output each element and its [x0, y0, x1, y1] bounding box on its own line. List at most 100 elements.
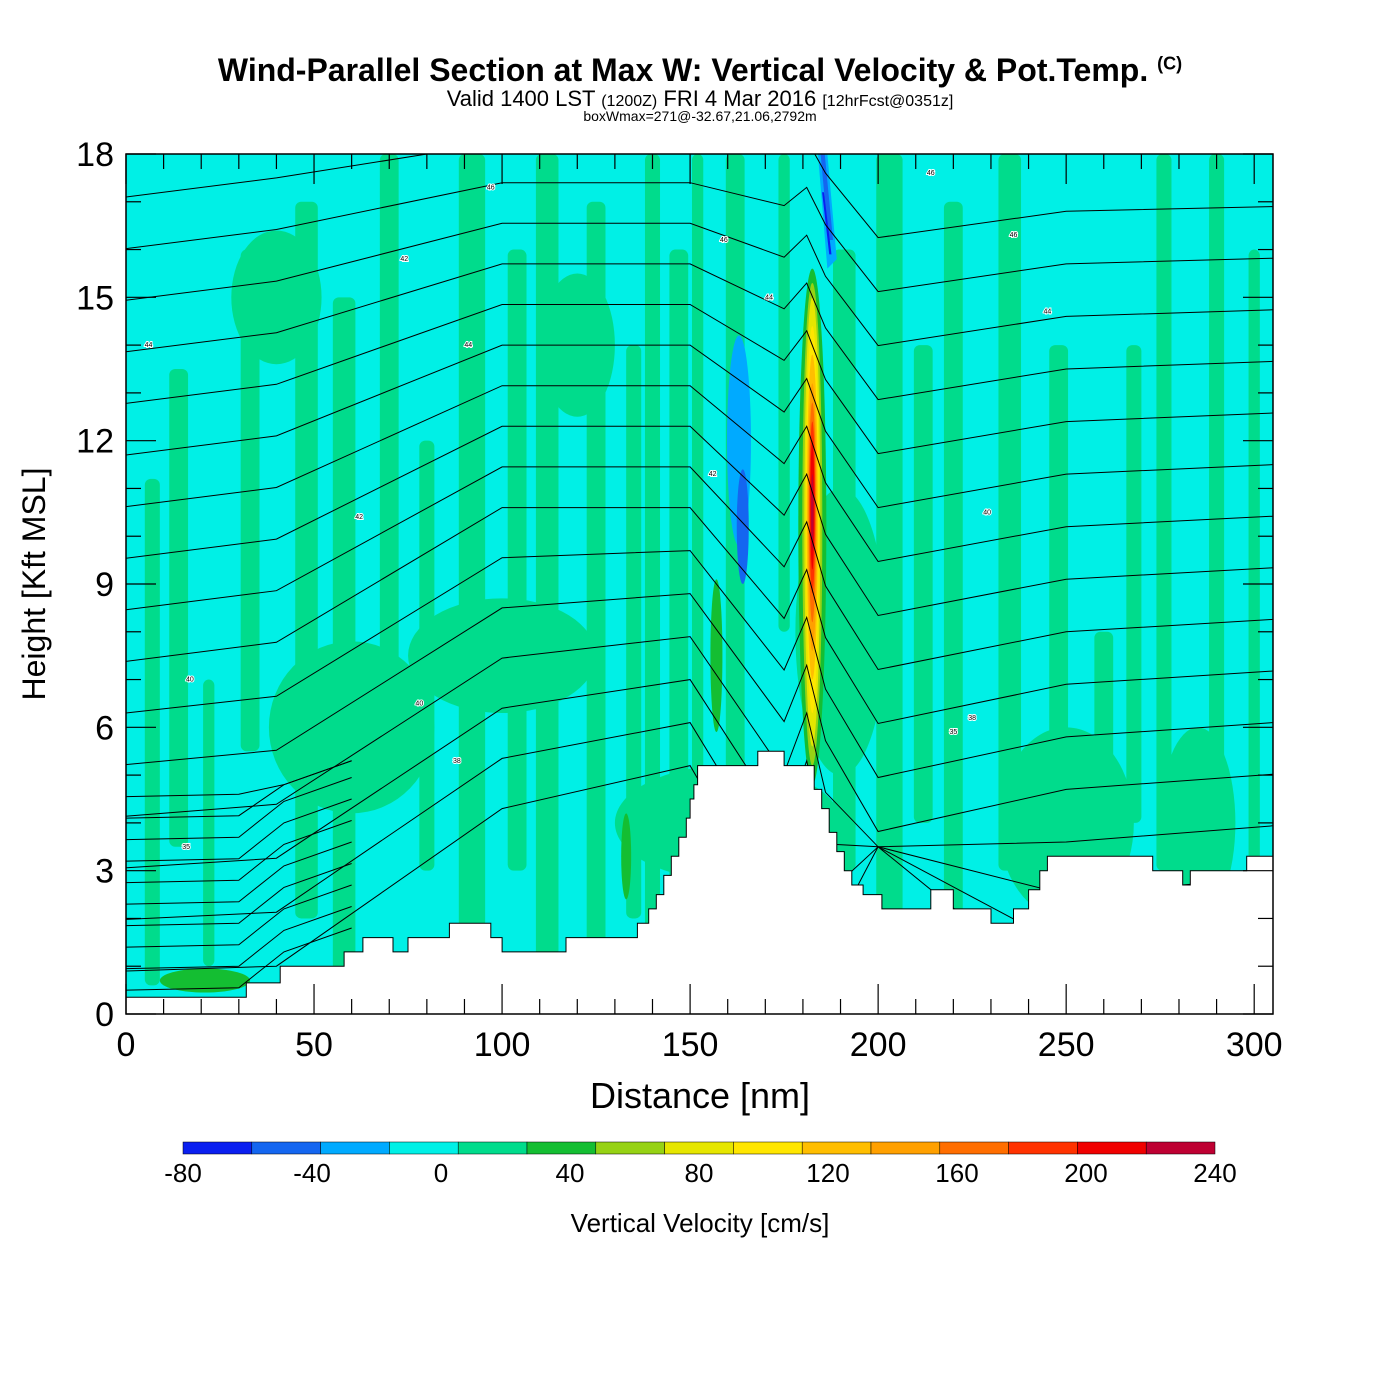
- green-region: [408, 598, 597, 714]
- x-tick-label: 100: [474, 1026, 531, 1064]
- contour-label: 46: [720, 237, 728, 244]
- green-streak: [1248, 249, 1260, 871]
- green-streak: [1156, 154, 1172, 871]
- contour-label: 38: [453, 758, 461, 765]
- theta-contour: [126, 425, 1273, 617]
- green-streak: [379, 154, 399, 776]
- contour-label: 46: [487, 184, 495, 191]
- theta-contour: [126, 507, 1273, 725]
- colorbar-tick-label: 0: [434, 1158, 448, 1188]
- green-streak: [203, 679, 215, 967]
- green-streak: [240, 249, 260, 752]
- contour-label: 42: [400, 256, 408, 263]
- green-streak: [943, 201, 963, 967]
- theta-contour: [126, 263, 1273, 401]
- y-tick-label: 6: [95, 709, 114, 747]
- updraft-region: [621, 813, 632, 900]
- theta-contour: [126, 550, 1273, 779]
- contour-label: 44: [1043, 309, 1051, 316]
- theta-contour: [126, 863, 352, 927]
- x-axis-label: Distance [nm]: [590, 1075, 810, 1116]
- theta-contour: [126, 385, 1273, 563]
- green-region: [268, 641, 435, 814]
- y-tick-label: 0: [95, 996, 114, 1034]
- colorbar-tick-label: 200: [1064, 1158, 1107, 1188]
- contour-label: 35: [949, 729, 957, 736]
- colorbar-tick-label: -40: [293, 1158, 331, 1188]
- theta-contour: [126, 820, 352, 884]
- x-tick-label: 200: [850, 1026, 907, 1064]
- green-streak: [644, 154, 661, 967]
- valid-date: FRI 4 Mar 2016: [663, 86, 817, 111]
- colorbar-swatch: [320, 1141, 390, 1155]
- colorbar-swatch: [733, 1141, 803, 1155]
- downdraft-region: [820, 154, 834, 240]
- terrain-fill: [125, 750, 1274, 1015]
- green-streak: [876, 154, 903, 1014]
- theta-contour: [126, 344, 1273, 509]
- contour-label: 46: [927, 170, 935, 177]
- x-tick-label: 50: [295, 1026, 333, 1064]
- theta-contour: [126, 884, 352, 948]
- contour-label: 40: [983, 509, 991, 516]
- x-tick-label: 150: [662, 1026, 719, 1064]
- contour-label: 40: [415, 700, 423, 707]
- title-main: Wind-Parallel Section at Max W: Vertical…: [217, 52, 1149, 88]
- y-axis-label: Height [Kft MSL]: [16, 468, 52, 701]
- y-tick-label: 9: [95, 566, 114, 604]
- y-tick-label: 12: [76, 423, 114, 461]
- contour-label: 44: [145, 342, 153, 349]
- forecast-info: [12hrFcst@0351z]: [822, 93, 954, 110]
- colorbar-swatch: [939, 1141, 1009, 1155]
- colorbar-swatch: [526, 1141, 597, 1155]
- colorbar-swatch: [1145, 1141, 1216, 1155]
- theta-contour: [126, 182, 1273, 293]
- x-tick-label: 300: [1226, 1026, 1283, 1064]
- downdraft-core: [822, 192, 832, 255]
- contour-label: 42: [355, 514, 363, 521]
- theta-contour: [126, 760, 352, 798]
- theta-contour: [126, 636, 1273, 848]
- valid-time: Valid 1400 LST: [446, 86, 596, 111]
- green-streak: [1126, 345, 1142, 823]
- contour-label: 40: [186, 677, 194, 684]
- chart-subtitle: Valid 1400 LST (1200Z) FRI 4 Mar 2016 [1…: [0, 86, 1400, 112]
- green-streak: [691, 154, 704, 776]
- green-streak: [998, 154, 1022, 871]
- colorbar-swatch: [801, 1141, 872, 1155]
- colorbar-swatch: [457, 1141, 528, 1155]
- colorbar-swatch: [389, 1141, 459, 1155]
- contour-label: 44: [765, 294, 773, 301]
- contour-label: 38: [968, 715, 976, 722]
- contour-label: 42: [709, 471, 717, 478]
- chart-title: Wind-Parallel Section at Max W: Vertical…: [0, 52, 1400, 89]
- colorbar-tick-label: -80: [164, 1158, 202, 1188]
- y-tick-label: 3: [95, 853, 114, 891]
- colorbar-swatch: [595, 1141, 665, 1155]
- green-streak: [458, 154, 486, 991]
- valid-zulu: (1200Z): [601, 93, 658, 110]
- green-streak: [626, 345, 642, 919]
- green-streak: [507, 249, 527, 871]
- contour-label: 46: [1010, 232, 1018, 239]
- theta-contour: [126, 906, 352, 970]
- green-region: [231, 230, 322, 365]
- theta-contour: [126, 841, 352, 905]
- copyright-mark: (C): [1157, 53, 1183, 74]
- colorbar-tick-label: 80: [685, 1158, 714, 1188]
- x-tick-label: 0: [117, 1026, 136, 1064]
- y-tick-label: 18: [76, 136, 114, 174]
- updraft-region: [159, 968, 251, 993]
- green-streak: [913, 345, 933, 823]
- colorbar-swatch: [1008, 1141, 1078, 1155]
- x-tick-label: 250: [1038, 1026, 1095, 1064]
- colorbar-swatch: [251, 1141, 321, 1155]
- colorbar-swatch: [870, 1141, 941, 1155]
- theta-contour: [126, 304, 1273, 455]
- theta-contour: [126, 466, 1273, 671]
- contour-label: 44: [464, 342, 472, 349]
- colorbar-swatch: [664, 1141, 734, 1155]
- theta-contour: [126, 777, 352, 841]
- colorbar-swatch: [1077, 1141, 1147, 1155]
